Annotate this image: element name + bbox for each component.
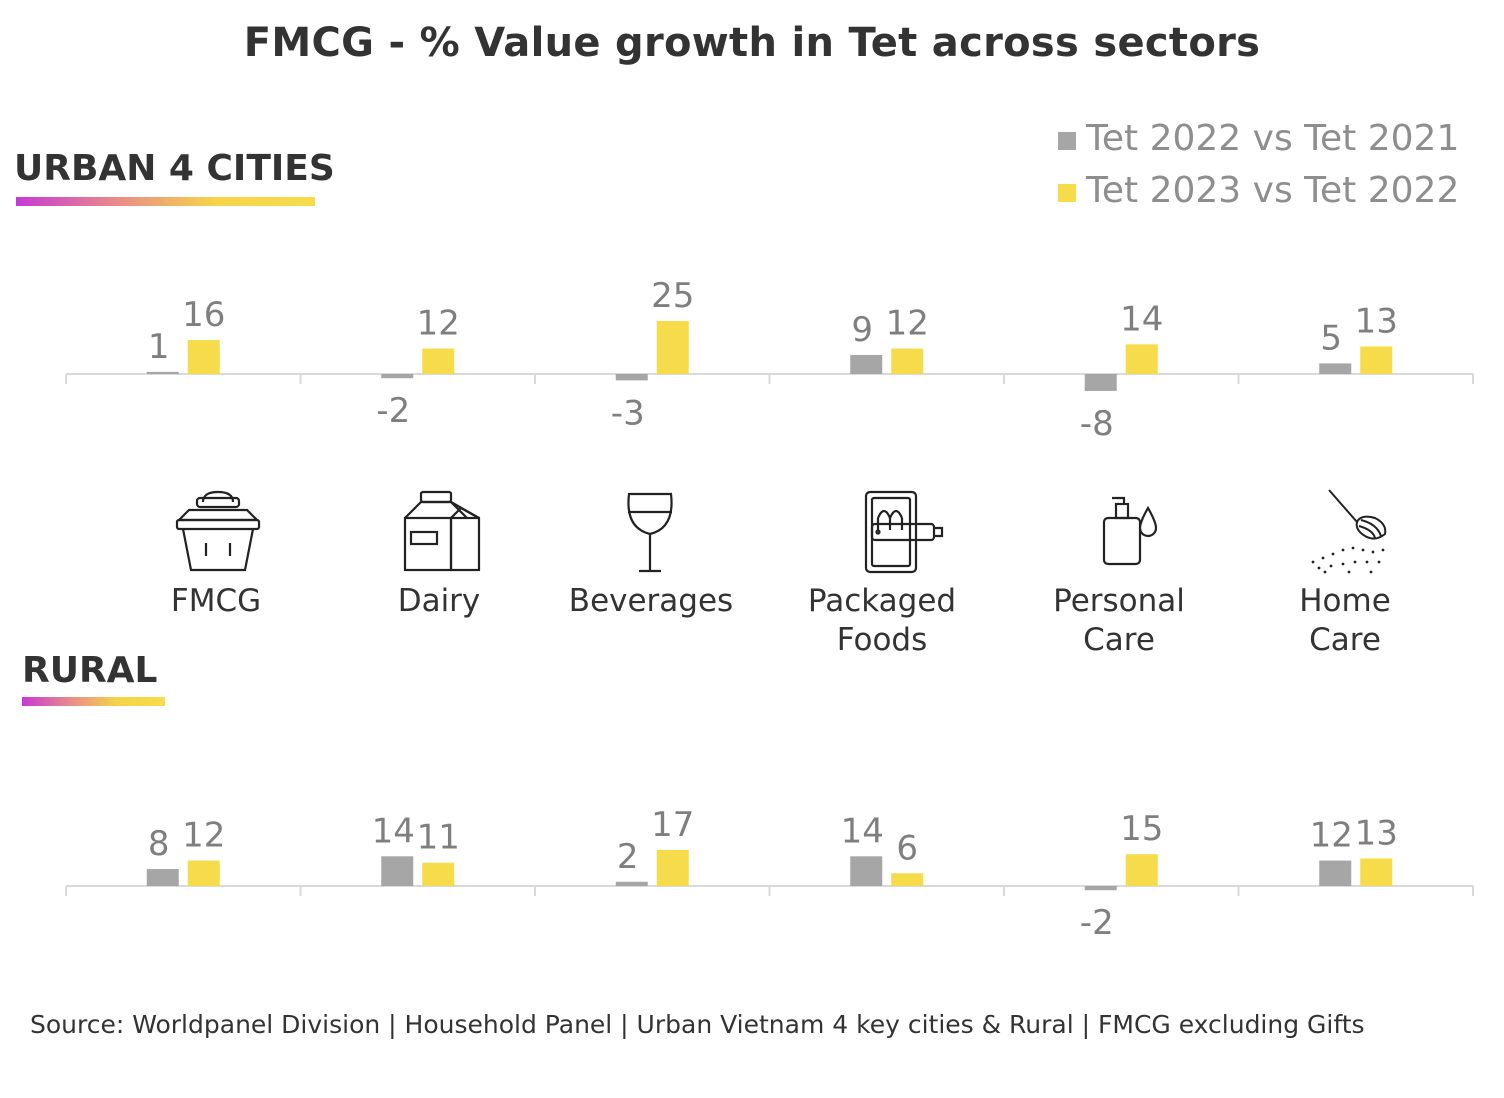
- urban-bar-home-care-s1: [1319, 363, 1352, 374]
- rural-bar-dairy-s2: [422, 862, 455, 886]
- urban-label-fmcg-s2: 16: [182, 295, 225, 335]
- rural-bar-dairy-s1: [381, 856, 414, 886]
- rural-label-personal-care-s2: 15: [1120, 809, 1163, 849]
- legend-item-2022: Tet 2022 vs Tet 2021: [1058, 112, 1459, 164]
- rural-label-fmcg-s1: 8: [148, 824, 170, 864]
- rural-label-home-care-s1: 12: [1310, 816, 1353, 856]
- canned-fish-icon: [858, 488, 948, 578]
- urban-bar-fmcg-s1: [146, 371, 179, 374]
- rural-bar-fmcg-s1: [146, 869, 179, 886]
- rural-bar-personal-care-s2: [1125, 854, 1158, 886]
- urban-bar-beverages-s1: [615, 374, 648, 381]
- source-note: Source: Worldpanel Division | Household …: [30, 1010, 1365, 1039]
- rural-label-beverages-s2: 17: [651, 805, 694, 845]
- urban-label-dairy-s1: -2: [376, 391, 410, 431]
- rural-bar-personal-care-s1: [1084, 886, 1117, 891]
- rural-bar-fmcg-s2: [187, 860, 220, 886]
- urban-label-packaged-foods-s1: 9: [851, 310, 873, 350]
- urban-bar-home-care-s2: [1360, 346, 1393, 374]
- urban-bar-beverages-s2: [656, 321, 689, 374]
- basket-icon: [173, 488, 263, 578]
- rural-bar-beverages-s2: [656, 849, 689, 886]
- pump-bottle-icon: [1090, 488, 1180, 578]
- category-label-dairy: Dairy: [397, 583, 481, 619]
- rural-label-beverages-s1: 2: [617, 837, 639, 877]
- urban-label-fmcg-s1: 1: [148, 327, 170, 367]
- rural-label-personal-care-s1: -2: [1080, 903, 1114, 943]
- rural-bar-beverages-s1: [615, 881, 648, 886]
- urban-label-home-care-s2: 13: [1355, 301, 1398, 341]
- rural-label-home-care-s2: 13: [1355, 813, 1398, 853]
- rural-bar-packaged-foods-s2: [891, 873, 924, 886]
- urban-chart: 1 16 -2 12 -3 25 9 12 -8 14 5 13: [65, 276, 1474, 444]
- urban-bar-personal-care-s1: [1084, 374, 1117, 391]
- whisk-icon: [1305, 488, 1395, 578]
- legend-item-2023: Tet 2023 vs Tet 2022: [1058, 164, 1459, 216]
- urban-label-dairy-s2: 12: [417, 304, 460, 344]
- legend: Tet 2022 vs Tet 2021 Tet 2023 vs Tet 202…: [1058, 112, 1459, 216]
- legend-label-2022: Tet 2022 vs Tet 2021: [1086, 117, 1460, 159]
- rural-section-title: RURAL: [22, 650, 158, 691]
- urban-bar-packaged-foods-s2: [891, 348, 924, 374]
- urban-bar-dairy-s2: [422, 348, 455, 374]
- category-label-personal-care: Personal Care: [1053, 583, 1185, 658]
- urban-section-title: URBAN 4 CITIES: [14, 148, 335, 189]
- category-label-packaged-foods: Packaged Foods: [807, 583, 957, 658]
- urban-label-home-care-s1: 5: [1320, 318, 1342, 358]
- urban-label-beverages-s1: -3: [611, 393, 645, 433]
- rural-bar-home-care-s2: [1360, 858, 1393, 886]
- legend-swatch-2023: [1058, 184, 1076, 202]
- urban-bar-fmcg-s2: [187, 340, 220, 374]
- rural-label-dairy-s2: 11: [417, 818, 460, 858]
- urban-bar-dairy-s1: [381, 374, 414, 379]
- rural-label-packaged-foods-s1: 14: [841, 811, 884, 851]
- rural-label-fmcg-s2: 12: [182, 816, 225, 856]
- urban-label-personal-care-s1: -8: [1080, 404, 1114, 444]
- legend-label-2023: Tet 2023 vs Tet 2022: [1086, 169, 1460, 211]
- category-label-home-care: Home Care: [1299, 583, 1391, 658]
- rural-bar-packaged-foods-s1: [850, 856, 883, 886]
- category-label-fmcg: FMCG: [170, 583, 262, 619]
- milk-carton-icon: [395, 488, 485, 578]
- rural-bar-home-care-s1: [1319, 860, 1352, 886]
- urban-bar-personal-care-s2: [1125, 344, 1158, 374]
- urban-underline: [16, 197, 315, 206]
- rural-chart: 8 12 14 11 217 14 6-215 12 13: [65, 805, 1474, 943]
- category-label-beverages: Beverages: [568, 583, 734, 619]
- chart-title: FMCG - % Value growth in Tet across sect…: [243, 20, 1261, 66]
- wine-glass-icon: [605, 488, 695, 578]
- urban-bar-packaged-foods-s1: [850, 354, 883, 374]
- legend-swatch-2022: [1058, 132, 1076, 150]
- urban-label-personal-care-s2: 14: [1120, 299, 1163, 339]
- urban-label-packaged-foods-s2: 12: [886, 304, 929, 344]
- urban-label-beverages-s2: 25: [651, 276, 694, 316]
- rural-label-dairy-s1: 14: [372, 811, 415, 851]
- rural-underline: [22, 697, 165, 706]
- rural-label-packaged-foods-s2: 6: [896, 828, 918, 868]
